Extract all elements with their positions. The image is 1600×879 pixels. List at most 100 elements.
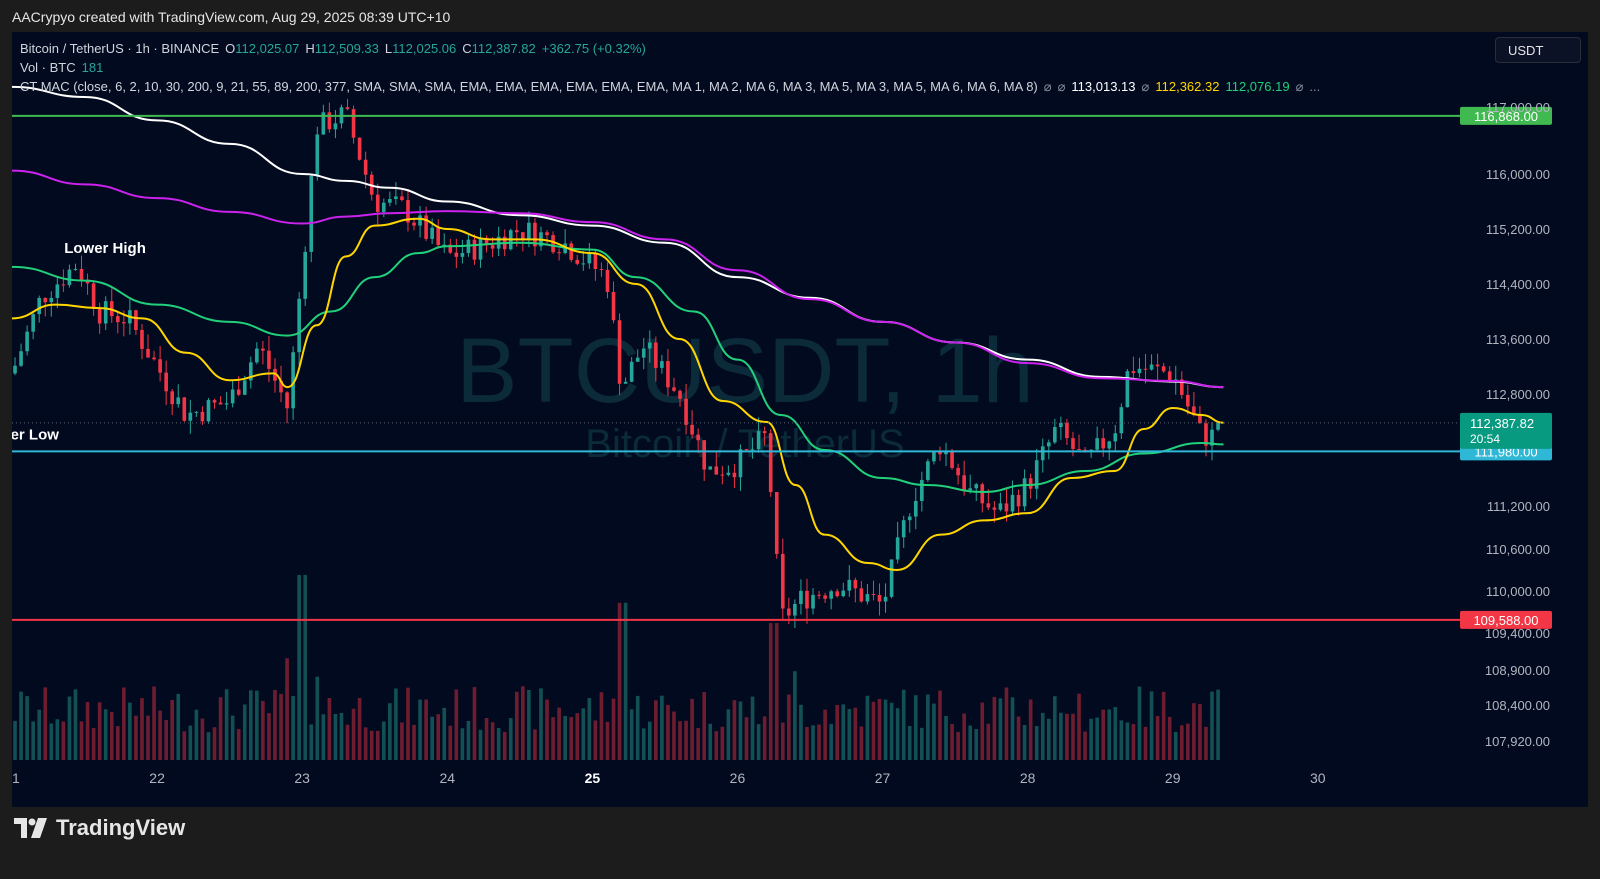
volume-bar (1083, 731, 1087, 760)
candle-body (944, 450, 948, 455)
tradingview-logo[interactable]: TradingView (14, 815, 185, 841)
volume-bar (593, 720, 598, 760)
volume-bar (261, 700, 265, 760)
volume-bar (1173, 731, 1178, 760)
volume-bar (1186, 723, 1190, 760)
price-level-tag (1460, 610, 1552, 629)
candle-body (1034, 460, 1039, 489)
y-tick-label: 110,600.00 (1486, 542, 1550, 557)
candle-body (805, 590, 809, 609)
volume-bar (1125, 722, 1130, 760)
candle-body (436, 227, 441, 245)
x-tick-label: 28 (1020, 770, 1036, 786)
candle-body (593, 253, 598, 269)
candle-body (442, 244, 447, 246)
chart-panel[interactable]: BTCUSDT, 1h Bitcoin / TetherUS 116,868.0… (12, 32, 1588, 807)
x-tick-label: 29 (1165, 770, 1181, 786)
indicator-hidden-4: ⌀ (1295, 79, 1304, 94)
price-chart[interactable]: BTCUSDT, 1h Bitcoin / TetherUS 116,868.0… (12, 32, 1588, 807)
candle-body (1216, 422, 1220, 430)
indicator-label: CT MAC (close, 6, 2, 10, 30, 200, 9, 21,… (20, 79, 1038, 94)
candle-body (956, 467, 960, 476)
volume-bar (932, 703, 936, 760)
candle-body (37, 297, 42, 315)
candle-body (55, 284, 60, 298)
candle-body (666, 361, 670, 388)
y-tick-label: 114,400.00 (1486, 277, 1550, 292)
candle-body (1186, 394, 1190, 407)
candle-body (1155, 364, 1160, 367)
candle-body (920, 479, 924, 501)
volume-bar (394, 688, 398, 760)
x-tick-label: 24 (439, 770, 455, 786)
indicator-legend[interactable]: CT MAC (close, 6, 2, 10, 30, 200, 9, 21,… (20, 79, 1326, 95)
moving-averages (12, 85, 1224, 572)
candle-body (43, 297, 48, 303)
candle-body (635, 357, 640, 362)
candle-body (859, 588, 864, 602)
volume-bar (194, 709, 199, 760)
candle-body (847, 579, 852, 591)
volume-value: 181 (81, 60, 104, 75)
volume-bar (146, 715, 150, 760)
candle-body (793, 603, 797, 616)
currency-selector[interactable]: USDT (1495, 37, 1581, 63)
candle-body (1210, 429, 1214, 446)
volume-bar (575, 713, 580, 760)
candle-body (454, 252, 459, 257)
volume-bar (805, 726, 809, 760)
candle-body (1161, 366, 1166, 372)
volume-bar (938, 690, 942, 760)
candle-body (641, 348, 646, 358)
volume-bar (666, 704, 670, 760)
volume-bar (508, 718, 513, 760)
volume-bar (1089, 718, 1093, 760)
y-tick-label: 110,000.00 (1486, 584, 1550, 599)
volume-bar (1095, 717, 1099, 760)
volume-bar (291, 696, 295, 760)
volume-bar (339, 712, 344, 760)
volume-bar (599, 692, 604, 760)
volume-bar (1167, 716, 1172, 760)
volume-label: Vol · BTC (20, 60, 76, 75)
x-axis: 21 22 23 24 25 26 27 28 29 30 (12, 770, 1326, 786)
volume-bar (236, 729, 241, 760)
volume-bar (913, 695, 918, 760)
candle-body (883, 596, 888, 602)
volume-bar (684, 720, 688, 760)
volume-legend[interactable]: Vol · BTC 181 (20, 60, 109, 75)
candle-body (696, 434, 700, 441)
candle-body (236, 389, 241, 395)
symbol-legend[interactable]: Bitcoin / TetherUS · 1h · BINANCE O112,02… (20, 41, 652, 56)
volume-bar (1179, 725, 1184, 760)
volume-bar (611, 698, 616, 760)
moving-average-line (12, 217, 1224, 572)
x-tick-label: 25 (585, 770, 601, 786)
volume-bar (466, 720, 471, 760)
candle-body (714, 466, 719, 475)
candle-body (623, 381, 628, 384)
volume-bar (799, 704, 803, 760)
candle-body (1089, 449, 1093, 451)
candle-body (865, 594, 870, 602)
volume-bar (478, 729, 483, 760)
volume-bar (835, 704, 840, 760)
candle-body (1198, 415, 1202, 424)
volume-bar (974, 729, 979, 760)
candle-body (907, 516, 912, 521)
candle-body (357, 137, 362, 160)
volume-bar (400, 722, 404, 760)
candle-body (345, 107, 350, 110)
candle-body (1077, 448, 1081, 450)
candle-body (279, 380, 283, 393)
candle-body (200, 411, 205, 422)
indicator-value-2: 112,362.32 (1155, 79, 1220, 94)
indicator-value-3: 112,076.19 (1225, 79, 1290, 94)
volume-bar (920, 727, 924, 760)
candle-body (321, 112, 326, 135)
candle-body (545, 232, 549, 236)
candle-body (206, 400, 211, 422)
volume-bar (1028, 699, 1033, 760)
volume-bar (406, 687, 410, 760)
candle-body (1143, 368, 1148, 370)
